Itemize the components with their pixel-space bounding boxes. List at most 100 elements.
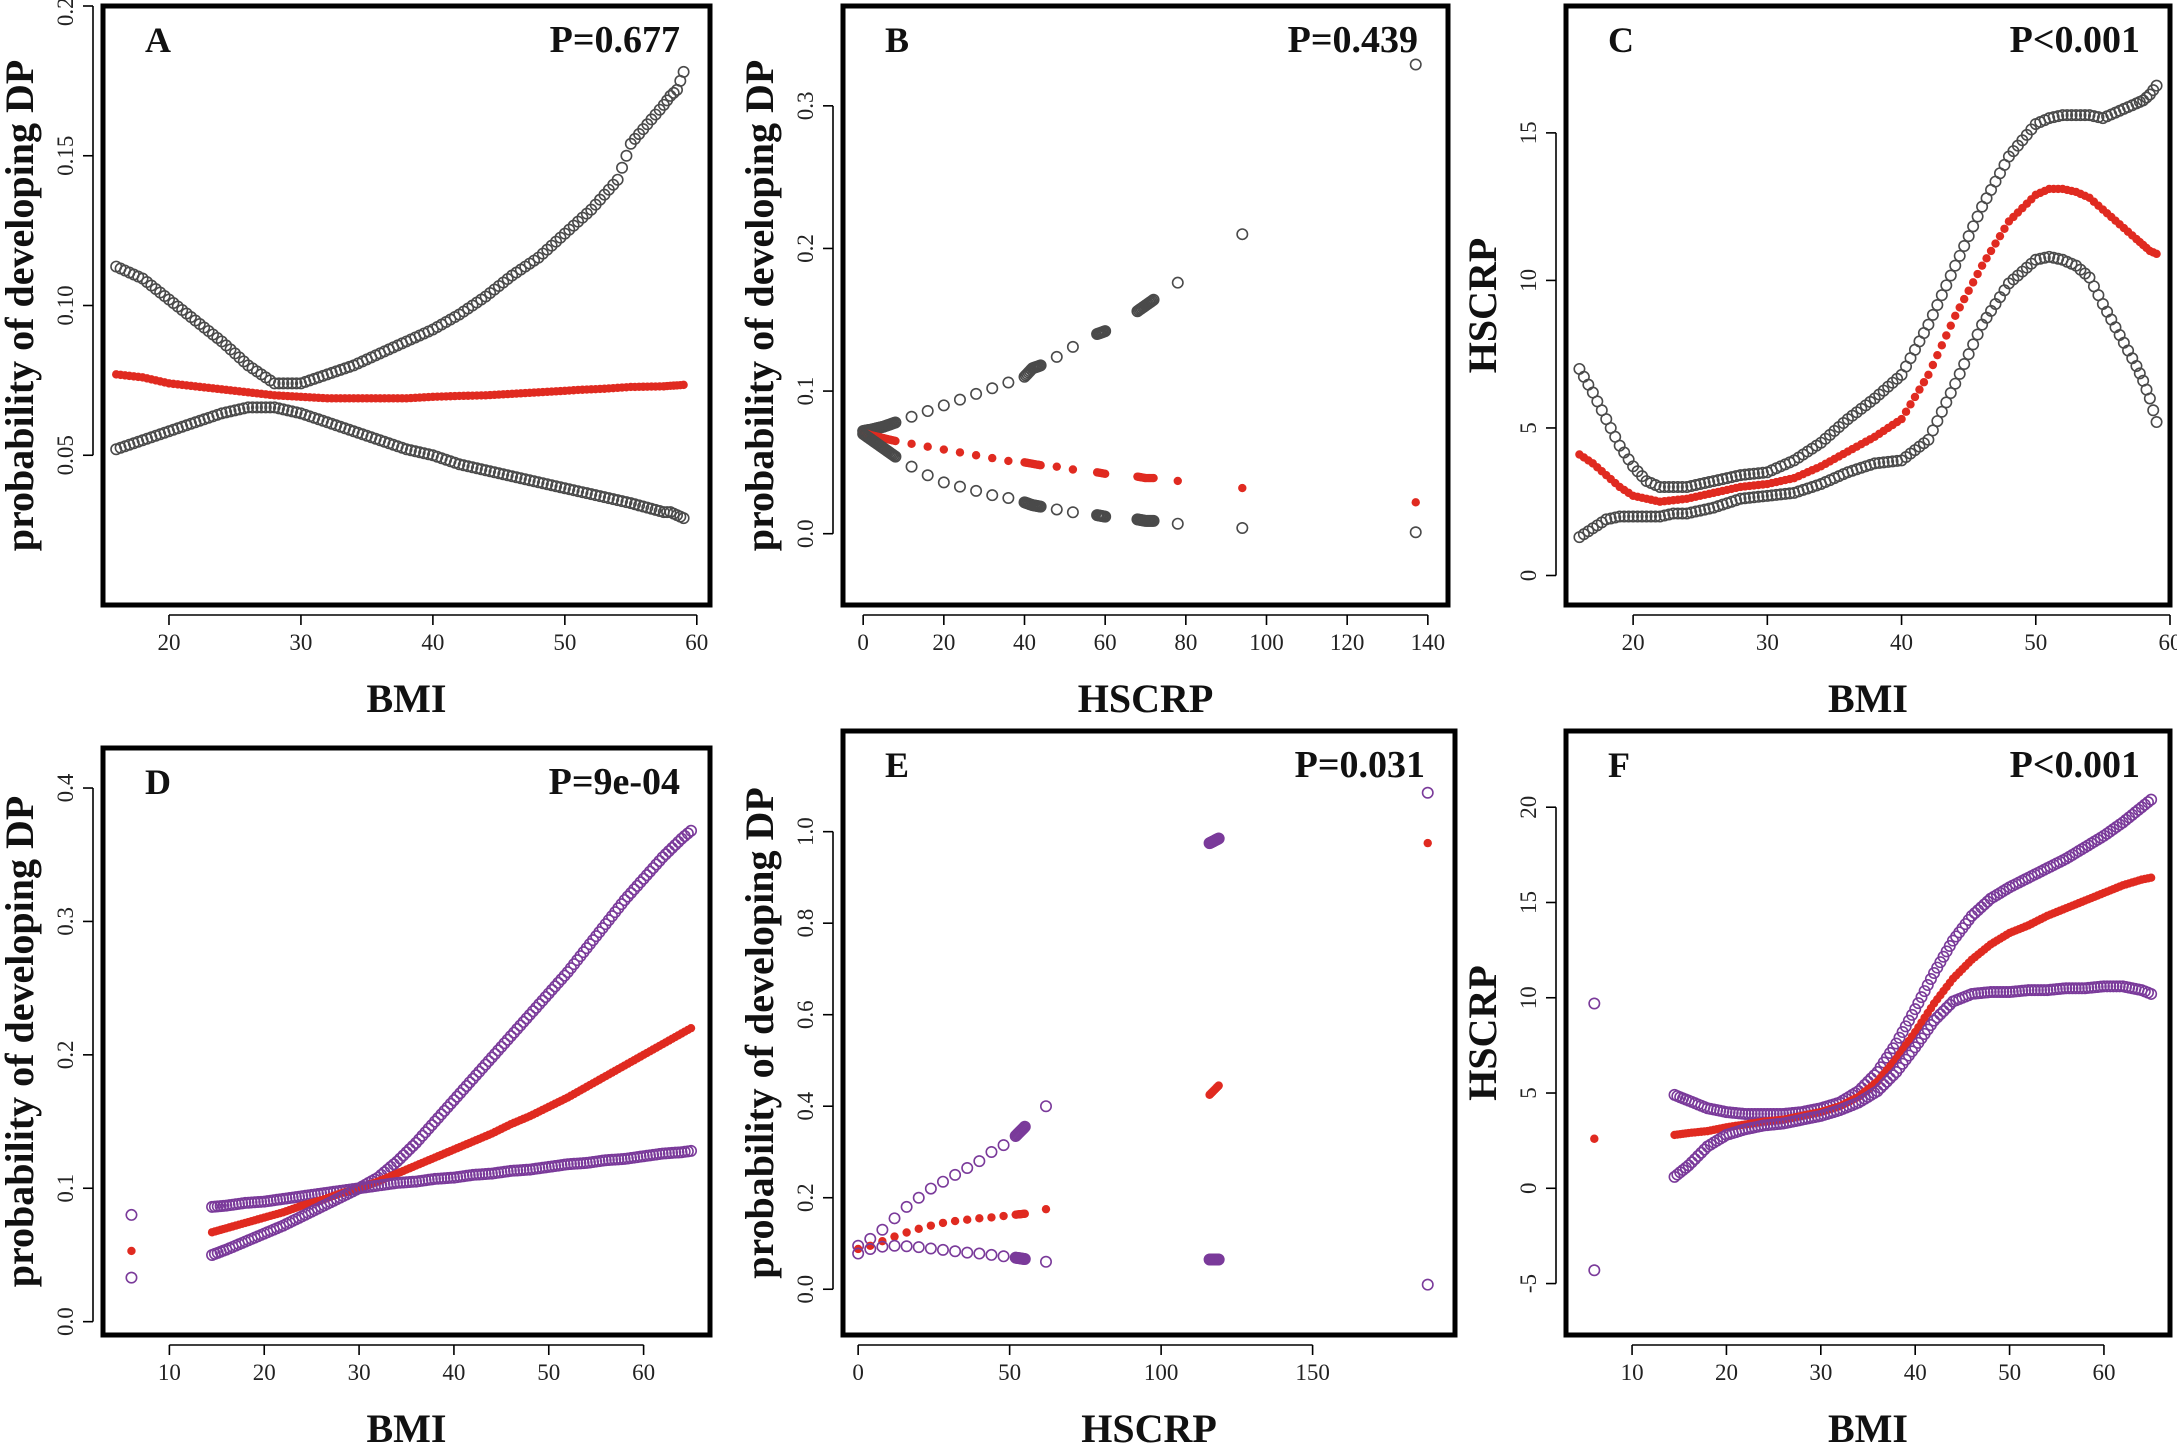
x-tick-label: 100 <box>1249 630 1284 655</box>
fit-point <box>1036 461 1045 470</box>
fit-point <box>1951 311 1960 321</box>
ci-point <box>607 493 620 506</box>
y-tick-label: 0.15 <box>53 136 78 176</box>
fit-point <box>1942 331 1951 340</box>
ci-point <box>1931 299 1944 312</box>
ci-point <box>233 403 246 416</box>
ci-point <box>1738 492 1751 505</box>
ci-point <box>510 471 523 484</box>
ci-point <box>567 484 580 497</box>
y-axis-title: probability of developing DP <box>0 796 42 1288</box>
ci-point <box>1915 991 1928 1004</box>
ci-point <box>2145 793 2158 806</box>
ci-point <box>2060 982 2073 995</box>
ci-point <box>466 461 479 474</box>
y-axis: 0.0 0.1 0.2 0.3 <box>793 91 834 548</box>
ci-point <box>1236 228 1249 241</box>
x-tick-label: 60 <box>632 1360 655 1385</box>
ci-point <box>281 404 294 417</box>
y-tick-label: 0 <box>1516 1183 1541 1195</box>
fit-point <box>1933 350 1942 360</box>
fit-point <box>1982 254 1991 263</box>
ci-point <box>479 464 492 477</box>
ci-point <box>441 1101 454 1114</box>
ci-point <box>1935 405 1948 418</box>
ci-point <box>937 476 950 489</box>
fit-point <box>1041 1204 1051 1214</box>
panel-label: A <box>145 20 171 60</box>
ci-point <box>1662 480 1675 493</box>
y-tick-label: 0.05 <box>53 435 78 475</box>
fit-point <box>1100 469 1110 478</box>
x-tick-label: 50 <box>537 1360 560 1385</box>
ci-point <box>523 474 536 487</box>
fit-point <box>1995 231 2005 241</box>
ci-point <box>1685 1156 1698 1169</box>
ci-point <box>435 1108 448 1121</box>
series-upper <box>1588 793 2158 1120</box>
ci-point <box>2056 109 2069 122</box>
ci-point <box>1949 259 1962 272</box>
series-lower <box>110 401 690 525</box>
ci-point <box>413 446 426 459</box>
ci-point <box>1577 370 1590 383</box>
ci-point <box>220 406 233 419</box>
ci-point <box>2083 109 2096 122</box>
ci-point <box>2043 250 2056 263</box>
fit-point <box>955 448 965 457</box>
ci-point <box>2035 984 2048 997</box>
fit-point <box>1020 1209 1029 1218</box>
y-axis-title: HSCRP <box>1460 238 1505 374</box>
ci-point <box>2063 982 2076 995</box>
y-axis: 0 5 10 15 <box>1516 121 1557 581</box>
ci-point <box>400 1146 413 1159</box>
ci-point <box>589 489 602 502</box>
ci-point <box>576 486 589 499</box>
y-tick-label: 0.2 <box>793 1183 818 1212</box>
fit-point <box>1973 269 1982 279</box>
y-tick-label: 0.10 <box>53 285 78 325</box>
panel-A: 20 30 40 50 60 0.05 0.10 0.15 0.20 BMI probability… <box>0 0 713 721</box>
ci-point <box>864 1242 877 1255</box>
y-tick-label: 0.0 <box>53 1307 78 1336</box>
ci-point <box>611 494 624 507</box>
ci-point <box>1016 1122 1029 1135</box>
ci-point <box>1721 472 1734 485</box>
ci-point <box>1926 424 1939 437</box>
ci-point <box>272 377 285 390</box>
ci-point <box>215 407 228 420</box>
series-upper <box>857 58 1422 438</box>
fit-point <box>950 1216 960 1226</box>
ci-point <box>640 869 653 882</box>
ci-point <box>1689 479 1702 492</box>
ci-point <box>511 1023 524 1036</box>
ci-point <box>961 1246 974 1259</box>
ci-point <box>876 1223 889 1236</box>
y-tick-label: 0.2 <box>793 234 818 263</box>
x-axis: 20 30 40 50 60 <box>1622 614 2177 655</box>
ci-point <box>2072 982 2085 995</box>
x-tick-label: 120 <box>1330 630 1365 655</box>
ci-point <box>246 401 259 414</box>
ci-point <box>492 467 505 480</box>
ci-point <box>1050 503 1063 516</box>
x-tick-label: 10 <box>1621 1360 1644 1385</box>
ci-point <box>1667 507 1680 520</box>
ci-point <box>1978 898 1991 911</box>
series-fit <box>853 838 1432 1254</box>
ci-point <box>1975 901 1988 914</box>
ci-point <box>1671 507 1684 520</box>
ci-point <box>1014 1124 1027 1137</box>
x-tick-label: 10 <box>158 1360 181 1385</box>
ci-point <box>438 1104 451 1117</box>
y-tick-label: -5 <box>1516 1274 1541 1293</box>
ci-point <box>1421 786 1434 799</box>
series-lower <box>125 1144 698 1284</box>
ci-point <box>1742 1107 1755 1120</box>
ci-point <box>1770 488 1783 501</box>
ci-point <box>1662 508 1675 521</box>
y-axis: -5 0 5 10 15 20 <box>1516 796 1557 1293</box>
ci-point <box>470 462 483 475</box>
x-tick-label: 30 <box>1756 630 1779 655</box>
fit-point <box>2000 224 2009 233</box>
